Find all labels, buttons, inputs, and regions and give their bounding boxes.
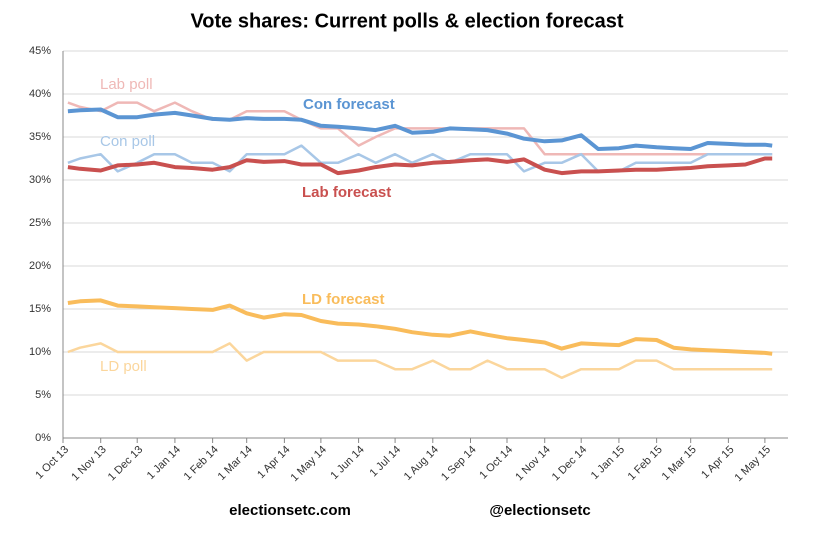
credit: electionsetc.com (229, 502, 351, 519)
x-tick-label: 1 Dec 14 (550, 444, 590, 484)
series-line (67, 107, 773, 151)
series-label: Con poll (100, 133, 155, 150)
series-line (67, 144, 773, 173)
series-label: Lab poll (100, 76, 153, 93)
x-tick-label: 1 Aug 14 (402, 444, 441, 483)
series-label: LD forecast (302, 291, 385, 308)
x-tick-label: 1 Nov 14 (513, 444, 553, 484)
x-tick-label: 1 Mar 14 (216, 444, 255, 483)
y-tick-label: 20% (29, 260, 51, 272)
x-tick-label: 1 Nov 13 (69, 444, 109, 484)
x-tick-label: 1 Feb 14 (182, 444, 221, 483)
y-tick-label: 45% (29, 45, 51, 57)
y-tick-label: 10% (29, 346, 51, 358)
series-label: LD poll (100, 358, 147, 375)
x-tick-label: 1 Apr 14 (255, 444, 292, 481)
y-tick-label: 0% (35, 432, 51, 444)
series-label: Lab forecast (302, 184, 391, 201)
series-line (67, 342, 773, 380)
series-line (67, 156, 773, 176)
x-tick-label: 1 Mar 15 (660, 444, 699, 483)
y-tick-label: 35% (29, 131, 51, 143)
x-tick-label: 1 Jun 14 (328, 444, 366, 482)
series-label: Con forecast (303, 96, 395, 113)
y-tick-label: 40% (29, 88, 51, 100)
series-line (67, 298, 773, 356)
x-tick-label: 1 May 14 (289, 444, 329, 484)
x-tick-label: 1 Oct 13 (33, 444, 71, 482)
x-tick-label: 1 Jul 14 (368, 444, 404, 480)
x-tick-label: 1 Feb 15 (626, 444, 665, 483)
series-line (67, 101, 773, 156)
x-tick-label: 1 Jan 15 (589, 444, 627, 482)
x-tick-label: 1 Jan 14 (145, 444, 183, 482)
x-tick-label: 1 Oct 14 (477, 444, 515, 482)
x-tick-label: 1 Dec 13 (106, 444, 146, 484)
x-tick-label: 1 Apr 15 (699, 444, 736, 481)
chart-title: Vote shares: Current polls & election fo… (190, 10, 623, 32)
y-tick-label: 5% (35, 389, 51, 401)
credit: @electionsetc (489, 502, 590, 519)
y-tick-label: 15% (29, 303, 51, 315)
y-tick-label: 25% (29, 217, 51, 229)
y-tick-label: 30% (29, 174, 51, 186)
x-tick-label: 1 May 15 (733, 444, 773, 484)
x-tick-label: 1 Sep 14 (439, 444, 479, 484)
